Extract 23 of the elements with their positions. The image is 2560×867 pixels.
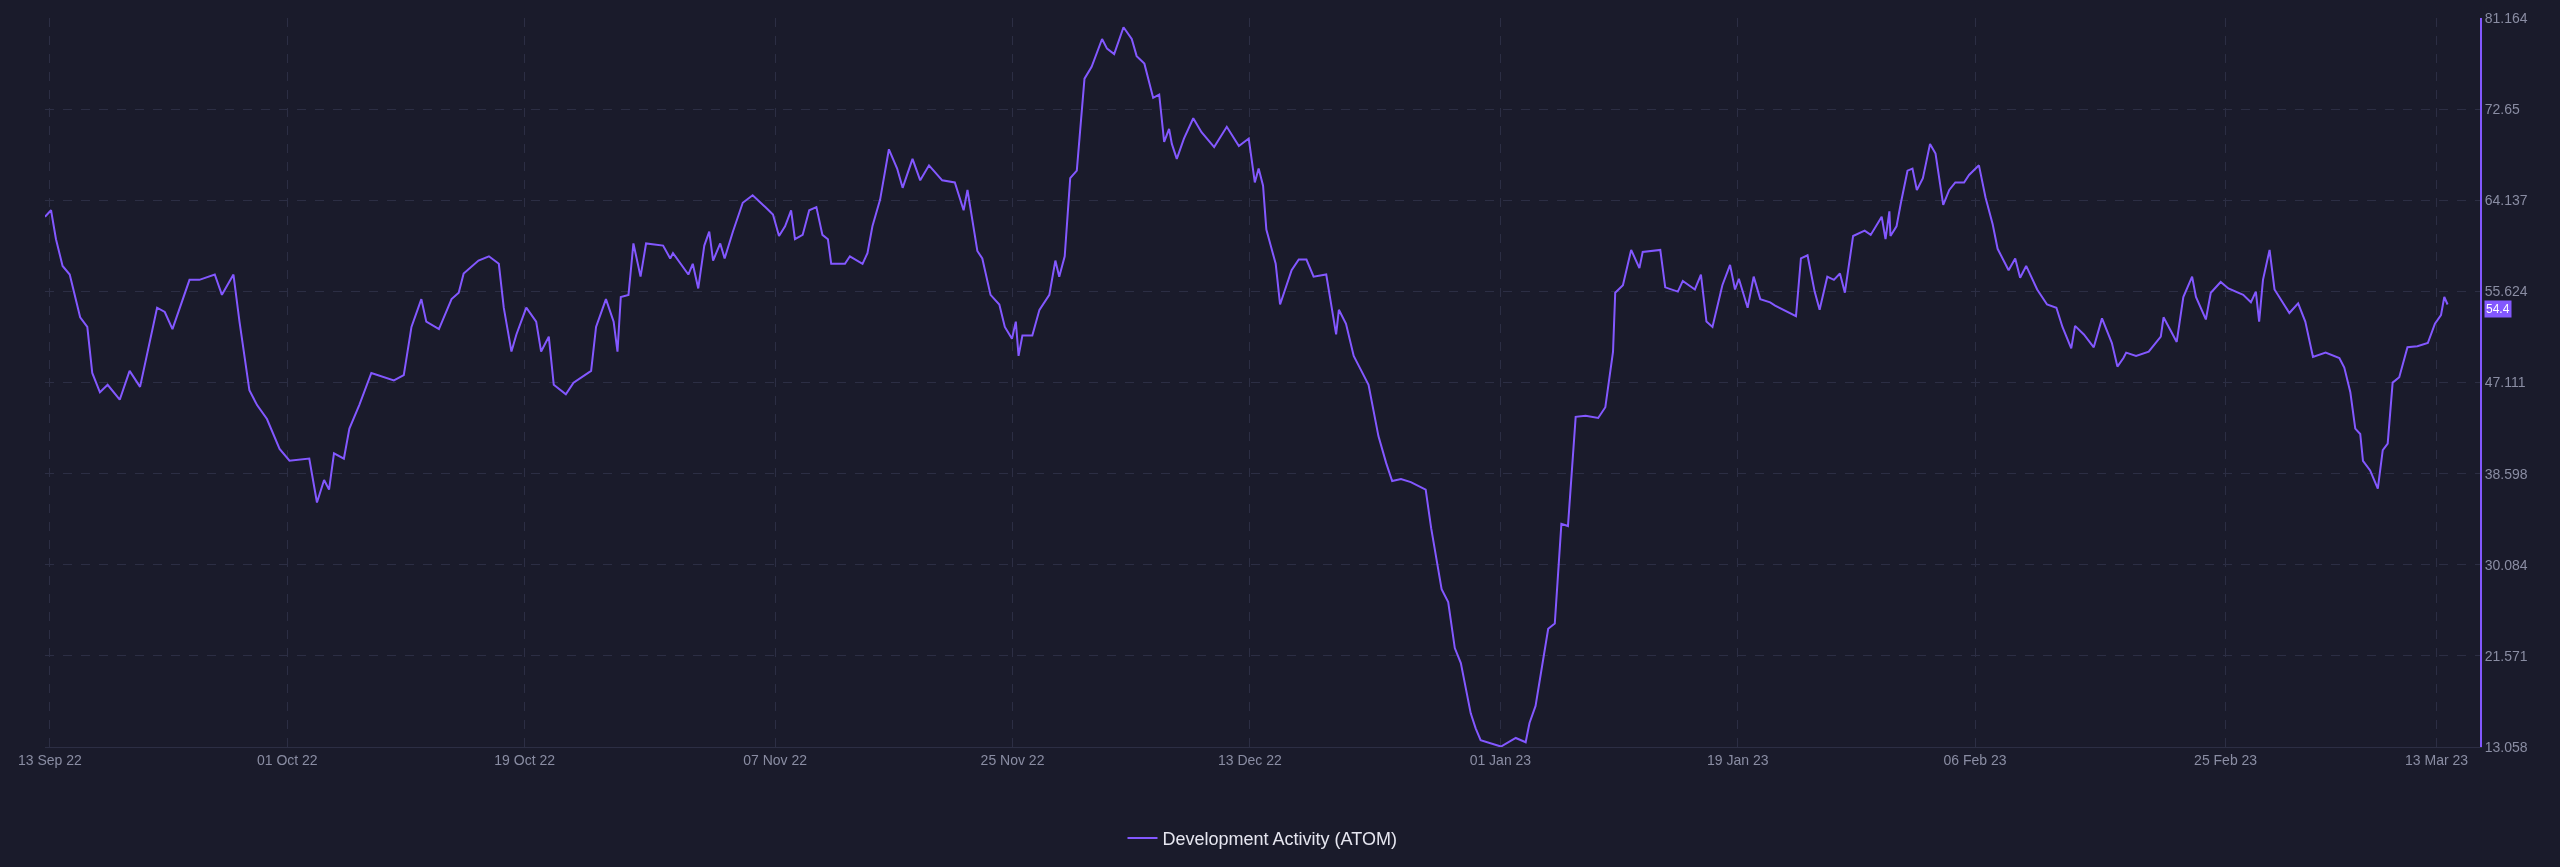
y-tick-label: 64.137	[2484, 192, 2528, 209]
x-tick-label: 25 Feb 23	[2194, 751, 2258, 768]
x-tick-label: 13 Sep 22	[18, 751, 83, 768]
y-tick-label: 55.624	[2484, 283, 2528, 300]
y-tick-label: 47.111	[2484, 374, 2526, 391]
x-tick-label: 13 Mar 23	[2405, 751, 2469, 768]
y-tick-label: 13.058	[2484, 738, 2528, 755]
x-tick-label: 01 Oct 22	[256, 751, 318, 768]
y-tick-label: 38.598	[2484, 465, 2528, 482]
line-series	[45, 26, 2449, 747]
x-tick-label: 19 Jan 23	[1706, 751, 1769, 768]
x-tick-label: 07 Nov 22	[743, 751, 808, 768]
text: 54.4	[2486, 302, 2510, 316]
y-tick-label: 72.65	[2484, 101, 2521, 118]
y-tick-label: 21.571	[2484, 647, 2528, 664]
x-tick-label: 19 Oct 22	[494, 751, 556, 768]
legend-label: Development Activity (ATOM)	[1162, 829, 1397, 850]
x-tick-label: 25 Nov 22	[980, 751, 1045, 768]
x-tick-label: 13 Dec 22	[1217, 751, 1282, 768]
x-tick-label: 06 Feb 23	[1943, 751, 2007, 768]
x-tick-label: 01 Jan 23	[1469, 751, 1532, 768]
y-tick-label: 81.164	[2484, 9, 2528, 26]
y-tick-label: 30.084	[2484, 556, 2528, 573]
